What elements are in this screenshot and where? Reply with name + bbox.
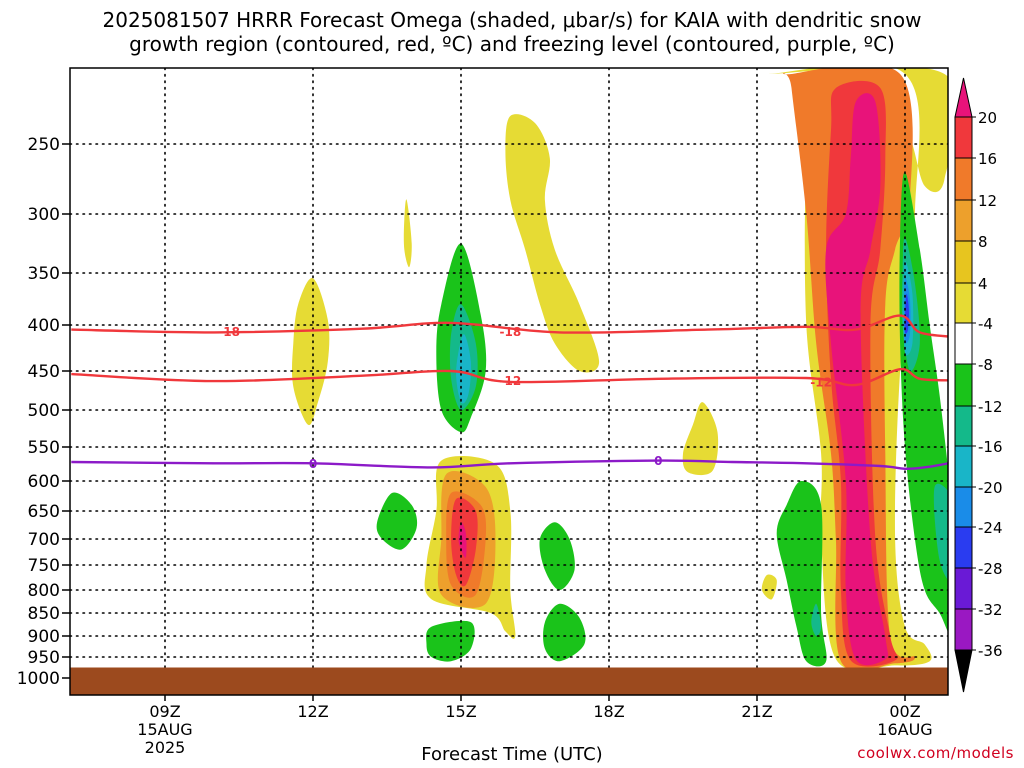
colorbar-label-3: 8: [978, 233, 988, 251]
omega-region-neg8-24: [811, 603, 822, 637]
y-tick-label-850: 850: [28, 604, 60, 624]
gridlines: [70, 68, 948, 695]
contour-line-neg12: [71, 367, 948, 387]
omega-region-4-0: [291, 277, 330, 426]
y-tick-label-800: 800: [28, 581, 60, 601]
credit-text[interactable]: coolwx.com/models: [857, 744, 1014, 762]
colorbar-label-9: -20: [978, 479, 1003, 497]
colorbar-box-9: [954, 486, 973, 528]
contour-label-5: 0: [654, 454, 662, 468]
colorbar-box-4: [954, 282, 973, 324]
colorbar-box-10: [954, 526, 973, 569]
colorbar-box-5: [954, 322, 973, 365]
omega-shading: [291, 68, 948, 672]
y-tick-label-750: 750: [28, 556, 60, 576]
colorbar-box-1: [954, 157, 973, 201]
y-tick-label-400: 400: [28, 316, 60, 336]
omega-region-neg4-16: [426, 620, 475, 662]
y-tick-label-350: 350: [28, 264, 60, 284]
plot-frame: [69, 67, 949, 696]
colorbar-label-11: -28: [978, 560, 1003, 578]
contour-label-3: -12: [810, 375, 832, 389]
y-tick-label-650: 650: [28, 502, 60, 522]
chart-title-line-2: growth region (contoured, red, ºC) and f…: [129, 32, 895, 56]
colorbar-label-0: 20: [978, 109, 997, 127]
omega-region-4-3: [682, 402, 719, 476]
colorbar-box-12: [954, 608, 973, 651]
x-tick-year: 2025: [145, 738, 186, 757]
x-axis-title: Forecast Time (UTC): [421, 744, 603, 765]
colorbar-label-7: -12: [978, 398, 1003, 416]
colorbar-box-0: [954, 116, 973, 159]
x-tick-date-15AUG: 15AUG: [137, 720, 192, 739]
x-tick-date-16AUG: 16AUG: [877, 720, 932, 739]
colorbar-label-8: -16: [978, 438, 1003, 456]
omega-region-neg12-25: [456, 334, 472, 404]
omega-region-4-1: [403, 199, 412, 268]
contour-label-0: -18: [218, 325, 240, 339]
contour-line-0: [71, 459, 948, 471]
contour-line-neg18: [71, 314, 948, 338]
colorbar: 20 16 12 8 4 -4 -8 -12 -16 -20 -24 -28 -32 -36: [954, 77, 1003, 693]
contour-label-2: -12: [499, 374, 521, 388]
x-tick-label-12Z: 12Z: [297, 702, 328, 721]
y-tick-label-950: 950: [28, 648, 60, 668]
colorbar-label-5: -4: [978, 315, 993, 333]
colorbar-label-6: -8: [978, 356, 993, 374]
x-tick-label-15Z: 15Z: [445, 702, 476, 721]
colorbar-label-13: -36: [978, 642, 1003, 660]
temperature-contours: -18 -18 -12 -12 0 0: [71, 314, 948, 471]
y-tick-label-600: 600: [28, 472, 60, 492]
omega-region-neg4-17: [539, 522, 575, 590]
x-tick-label-21Z: 21Z: [741, 702, 772, 721]
x-tick-label-00Z: 00Z: [889, 702, 920, 721]
omega-region-neg20-28: [904, 293, 909, 334]
y-tick-label-250: 250: [28, 135, 60, 155]
colorbar-arrow-bottom: [954, 649, 973, 693]
contour-label-4: 0: [309, 457, 317, 471]
colorbar-box-8: [954, 445, 973, 488]
colorbar-label-12: -32: [978, 601, 1003, 619]
y-tick-label-450: 450: [28, 362, 60, 382]
colorbar-label-4: 4: [978, 275, 988, 293]
omega-region-4-2: [505, 114, 600, 373]
colorbar-arrow-top: [954, 77, 973, 118]
omega-region-20-12: [825, 93, 889, 666]
ground-fill: [70, 667, 948, 695]
colorbar-box-3: [954, 240, 973, 284]
y-tick-label-550: 550: [28, 438, 60, 458]
colorbar-box-7: [954, 405, 973, 447]
chart-title-line-1: 2025081507 HRRR Forecast Omega (shaded, …: [102, 8, 922, 32]
y-tick-label-300: 300: [28, 205, 60, 225]
colorbar-box-11: [954, 567, 973, 610]
ground-surface: [70, 667, 948, 695]
colorbar-label-2: 12: [978, 192, 997, 210]
colorbar-box-2: [954, 199, 973, 242]
colorbar-label-1: 16: [978, 150, 997, 168]
omega-region-4-5: [761, 574, 777, 600]
plot-area: -18 -18 -12 -12 0 0: [70, 68, 948, 695]
omega-region-neg4-15: [376, 492, 418, 550]
y-tick-label-500: 500: [28, 401, 60, 421]
colorbar-label-10: -24: [978, 519, 1003, 537]
x-tick-label-18Z: 18Z: [593, 702, 624, 721]
y-tick-label-700: 700: [28, 530, 60, 550]
colorbar-box-6: [954, 363, 973, 407]
y-tick-label-900: 900: [28, 627, 60, 647]
x-tick-label-09Z: 09Z: [149, 702, 180, 721]
omega-region-neg8-23: [933, 483, 948, 581]
contour-label-1: -18: [499, 325, 521, 339]
y-axis: 250 300 350 400 450 500 550 600 650 700 750 800 850 9…: [17, 135, 70, 689]
y-tick-label-1000: 1000: [17, 669, 60, 689]
omega-region-neg4-19: [776, 481, 827, 667]
omega-region-neg4-18: [543, 603, 586, 662]
